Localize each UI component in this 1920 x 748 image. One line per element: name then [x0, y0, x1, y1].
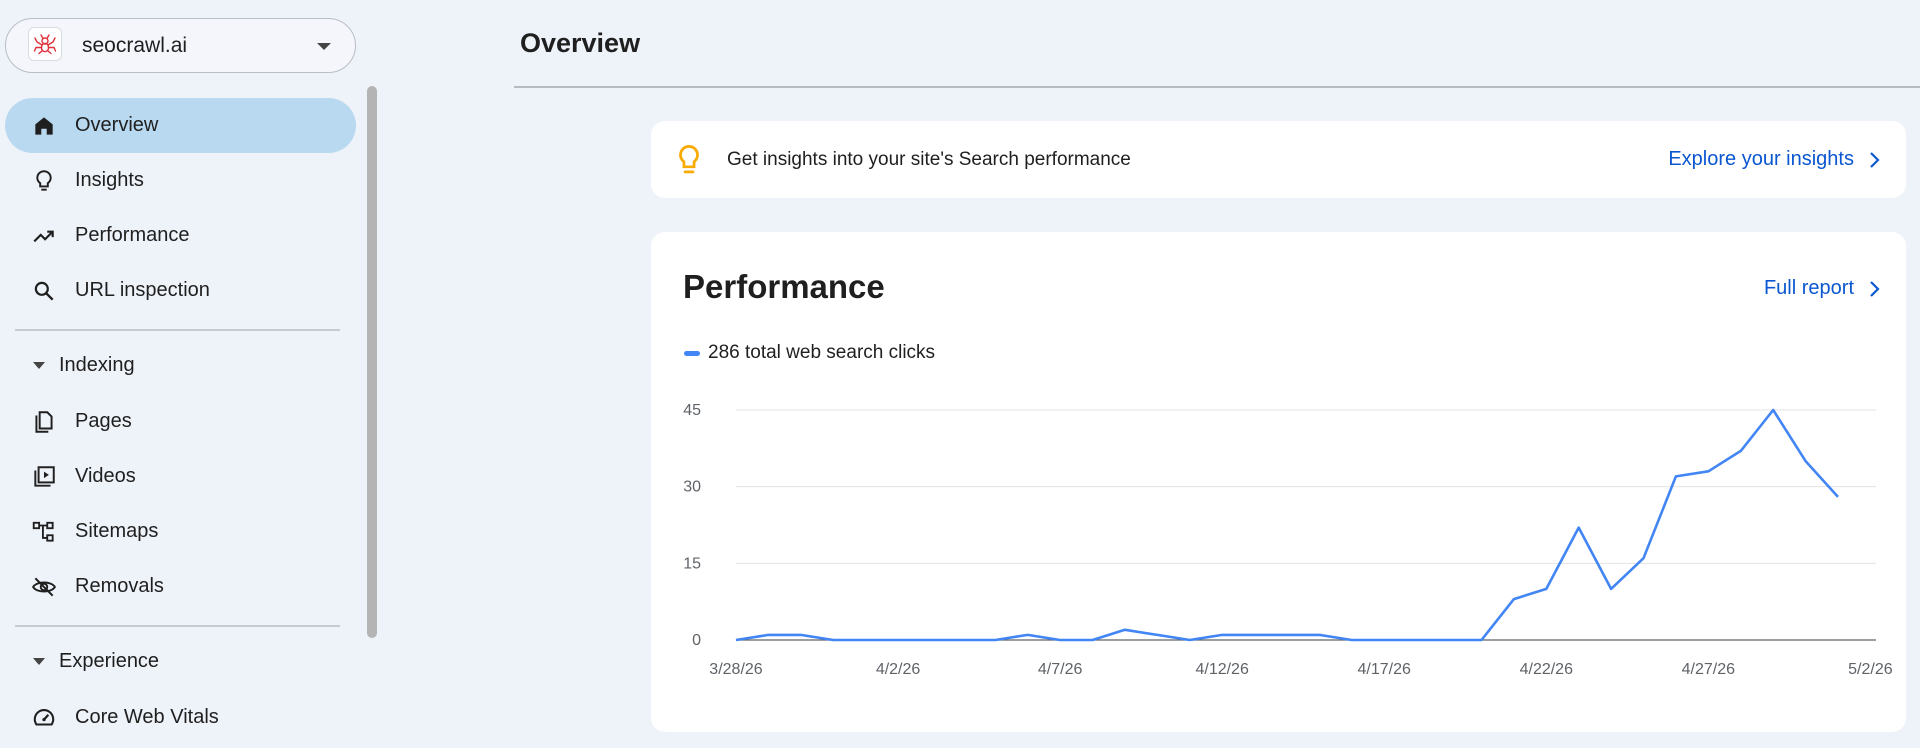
- x-tick-label: 4/27/26: [1682, 661, 1735, 678]
- full-report-link[interactable]: Full report: [1764, 277, 1882, 300]
- sidebar-item-pages[interactable]: Pages: [5, 394, 356, 449]
- explore-insights-link[interactable]: Explore your insights: [1668, 148, 1882, 171]
- y-tick-label: 15: [683, 555, 701, 572]
- section-indexing[interactable]: Indexing: [0, 346, 360, 386]
- sidebar-item-label: Pages: [75, 410, 132, 432]
- legend-swatch: [684, 350, 700, 356]
- chevron-right-icon: [1870, 151, 1880, 168]
- section-label: Experience: [59, 650, 160, 672]
- sidebar-divider: [15, 625, 340, 627]
- x-tick-label: 4/2/26: [876, 661, 921, 678]
- chart-legend: 286 total web search clicks: [684, 342, 935, 364]
- sidebar-item-label: Sitemaps: [75, 520, 159, 542]
- full-report-label: Full report: [1763, 277, 1854, 299]
- y-tick-label: 0: [692, 632, 701, 649]
- chevron-right-icon: [1870, 280, 1880, 297]
- performance-title: Performance: [683, 268, 885, 305]
- x-tick-label: 3/28/26: [709, 661, 762, 678]
- insights-text: Get insights into your site's Search per…: [727, 149, 1131, 170]
- sidebar-scrollbar[interactable]: [367, 86, 377, 638]
- y-tick-label: 45: [683, 402, 701, 419]
- sidebar-item-label: Videos: [75, 465, 136, 487]
- sidebar-item-label: Overview: [75, 114, 159, 136]
- collapse-arrow-icon: [33, 658, 45, 665]
- speedometer-icon: [33, 709, 55, 726]
- y-tick-label: 30: [683, 479, 701, 496]
- lightbulb-icon: [679, 145, 699, 174]
- caret-down-icon: [317, 43, 331, 50]
- performance-card: Performance Full report 286 total web se…: [651, 232, 1906, 732]
- collapse-arrow-icon: [33, 362, 45, 369]
- video-library-icon: [34, 466, 55, 487]
- section-label: Indexing: [59, 354, 135, 376]
- x-tick-label: 4/12/26: [1195, 661, 1248, 678]
- x-tick-label: 5/2/26: [1848, 661, 1893, 678]
- trending-up-icon: [33, 230, 54, 243]
- x-tick-label: 4/7/26: [1038, 661, 1083, 678]
- sitemap-icon: [32, 521, 54, 542]
- sidebar-divider: [15, 329, 340, 331]
- visibility-off-icon: [32, 577, 56, 597]
- search-icon: [34, 281, 54, 301]
- property-selector[interactable]: seocrawl.ai: [5, 18, 356, 73]
- sidebar-item-label: URL inspection: [75, 279, 210, 301]
- insights-card: Get insights into your site's Search per…: [651, 121, 1906, 198]
- sidebar-item-label: Performance: [75, 224, 190, 246]
- home-icon: [35, 117, 53, 135]
- sidebar-item-core-web-vitals[interactable]: Core Web Vitals: [5, 690, 356, 745]
- sidebar-item-label: Removals: [75, 575, 164, 597]
- lightbulb-icon: [36, 170, 52, 191]
- property-name: seocrawl.ai: [82, 34, 188, 57]
- sidebar: seocrawl.ai Overview Insights Performanc…: [0, 0, 377, 748]
- sidebar-item-videos[interactable]: Videos: [5, 449, 356, 504]
- sidebar-item-url-inspection[interactable]: URL inspection: [5, 263, 356, 318]
- sidebar-item-insights[interactable]: Insights: [5, 153, 356, 208]
- explore-insights-label: Explore your insights: [1668, 148, 1854, 170]
- page-title: Overview: [520, 28, 641, 58]
- sidebar-item-label: Insights: [75, 169, 144, 191]
- pages-icon: [35, 411, 53, 433]
- spider-logo-icon: [28, 27, 62, 61]
- section-experience[interactable]: Experience: [0, 642, 360, 682]
- title-divider: [514, 86, 1920, 88]
- sidebar-item-overview[interactable]: Overview: [5, 98, 356, 153]
- x-tick-label: 4/22/26: [1520, 661, 1573, 678]
- sidebar-item-performance[interactable]: Performance: [5, 208, 356, 263]
- series-line-clicks: [735, 408, 1839, 642]
- sidebar-item-sitemaps[interactable]: Sitemaps: [5, 504, 356, 559]
- sidebar-item-label: Core Web Vitals: [75, 706, 219, 728]
- x-tick-label: 4/17/26: [1358, 661, 1411, 678]
- sidebar-item-removals[interactable]: Removals: [5, 559, 356, 614]
- clicks-line-chart: 0 15 30 45 3/28/26 4/2/26 4/7/26 4/12/26 4/17/26…: [683, 402, 1893, 678]
- legend-label: 286 total web search clicks: [708, 342, 936, 363]
